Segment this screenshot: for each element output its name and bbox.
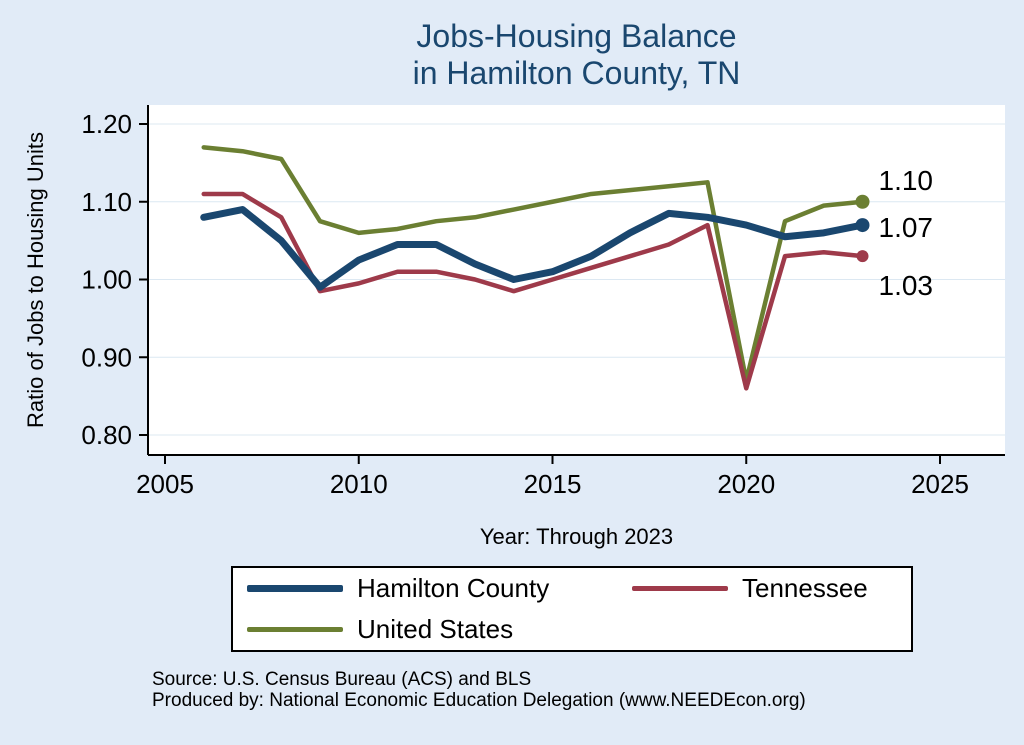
y-tick-label: 1.00 (81, 265, 132, 295)
end-value-label-united-states: 1.10 (879, 165, 934, 196)
y-tick-label: 0.90 (81, 342, 132, 372)
y-tick-label: 1.20 (81, 109, 132, 139)
end-marker-united-states (855, 194, 870, 209)
y-tick-label: 1.10 (81, 187, 132, 217)
end-marker-tennessee (856, 250, 869, 263)
series-line-hamilton-county (200, 206, 866, 291)
legend-line-sample-hamilton-county (247, 585, 343, 592)
x-tick-label: 2005 (136, 469, 194, 499)
legend-label-united-states: United States (357, 614, 514, 644)
source-note: Source: U.S. Census Bureau (ACS) and BLS (152, 669, 532, 690)
y-axis-title: Ratio of Jobs to Housing Units (23, 132, 48, 428)
series-line-united-states (201, 145, 865, 383)
end-value-label-tennessee: 1.03 (879, 270, 934, 301)
legend-line-sample-united-states (247, 627, 343, 632)
legend-item-united-states: United States (247, 614, 632, 645)
legend-label-hamilton-county: Hamilton County (357, 573, 550, 603)
x-axis-title: Year: Through 2023 (479, 524, 674, 549)
x-tick-label: 2025 (911, 469, 969, 499)
legend: Hamilton County Tennessee United States (231, 566, 913, 652)
end-value-label-hamilton-county: 1.07 (879, 212, 934, 243)
footer-notes: Source: U.S. Census Bureau (ACS) and BLS… (152, 669, 806, 711)
chart-title-line1: Jobs-Housing Balance (416, 18, 737, 54)
x-tick-label: 2010 (330, 469, 388, 499)
legend-item-tennessee: Tennessee (632, 573, 911, 604)
legend-item-hamilton-county: Hamilton County (247, 573, 632, 604)
y-tick-label: 0.80 (81, 420, 132, 450)
legend-line-sample-tennessee (632, 586, 728, 591)
x-tick-label: 2015 (524, 469, 582, 499)
chart-title: Jobs-Housing Balance in Hamilton County,… (148, 18, 1005, 92)
chart-title-line2: in Hamilton County, TN (412, 55, 741, 91)
produced-by-note: Produced by: National Economic Education… (152, 690, 806, 711)
legend-label-tennessee: Tennessee (742, 573, 868, 603)
x-tick-label: 2020 (717, 469, 775, 499)
end-marker-hamilton-county (855, 218, 870, 233)
